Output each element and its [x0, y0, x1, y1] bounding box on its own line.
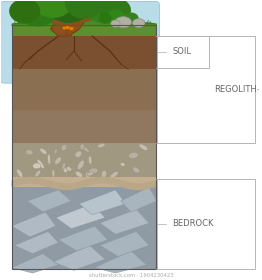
Ellipse shape — [77, 160, 84, 169]
FancyBboxPatch shape — [157, 179, 255, 269]
Ellipse shape — [37, 159, 44, 169]
Polygon shape — [79, 190, 126, 215]
Polygon shape — [77, 14, 105, 22]
Text: BEDROCK: BEDROCK — [172, 219, 214, 228]
Bar — [12, 143, 156, 179]
Ellipse shape — [115, 17, 132, 28]
Ellipse shape — [45, 0, 92, 23]
Text: shutterstock.com · 1904230423: shutterstock.com · 1904230423 — [89, 273, 173, 278]
Bar — [12, 109, 156, 143]
Ellipse shape — [123, 13, 139, 25]
Bar — [12, 25, 156, 269]
FancyBboxPatch shape — [157, 36, 209, 68]
Ellipse shape — [65, 0, 104, 19]
Polygon shape — [100, 232, 149, 256]
Bar — [12, 25, 156, 36]
Bar — [12, 179, 156, 269]
Ellipse shape — [54, 149, 57, 154]
Ellipse shape — [97, 143, 105, 148]
Bar — [12, 177, 156, 187]
Ellipse shape — [84, 0, 126, 24]
Text: SOIL: SOIL — [172, 48, 192, 57]
Ellipse shape — [55, 157, 62, 164]
Ellipse shape — [40, 148, 47, 154]
Polygon shape — [121, 187, 157, 212]
Ellipse shape — [35, 170, 41, 177]
Ellipse shape — [63, 26, 67, 30]
Ellipse shape — [85, 172, 90, 178]
Polygon shape — [27, 190, 71, 212]
Ellipse shape — [111, 20, 120, 27]
Ellipse shape — [61, 145, 67, 151]
Polygon shape — [95, 251, 146, 273]
Ellipse shape — [100, 0, 131, 23]
FancyBboxPatch shape — [0, 1, 160, 83]
Ellipse shape — [83, 147, 89, 152]
Ellipse shape — [101, 170, 107, 178]
Ellipse shape — [47, 154, 51, 165]
Polygon shape — [58, 226, 108, 251]
Ellipse shape — [66, 167, 72, 171]
Ellipse shape — [139, 144, 148, 150]
Ellipse shape — [99, 13, 112, 24]
Polygon shape — [51, 7, 87, 36]
Ellipse shape — [33, 163, 41, 169]
Polygon shape — [100, 209, 149, 234]
Polygon shape — [12, 254, 58, 273]
Bar — [12, 69, 156, 109]
Ellipse shape — [17, 169, 23, 178]
Ellipse shape — [26, 150, 33, 155]
Ellipse shape — [52, 169, 55, 177]
Ellipse shape — [133, 18, 145, 27]
Ellipse shape — [133, 167, 140, 173]
FancyBboxPatch shape — [157, 36, 255, 143]
Ellipse shape — [120, 162, 125, 166]
Ellipse shape — [89, 168, 98, 174]
Polygon shape — [32, 15, 58, 24]
Polygon shape — [56, 204, 105, 229]
Polygon shape — [53, 245, 105, 270]
Ellipse shape — [62, 163, 65, 170]
Polygon shape — [14, 232, 58, 254]
Ellipse shape — [110, 171, 118, 178]
Ellipse shape — [129, 153, 138, 158]
Ellipse shape — [16, 0, 60, 26]
Ellipse shape — [89, 156, 92, 164]
Ellipse shape — [65, 26, 70, 29]
Ellipse shape — [80, 144, 85, 150]
Ellipse shape — [75, 171, 83, 177]
Ellipse shape — [106, 10, 125, 25]
Ellipse shape — [87, 172, 94, 176]
Ellipse shape — [69, 27, 74, 30]
Ellipse shape — [63, 167, 68, 173]
Polygon shape — [12, 212, 56, 237]
Ellipse shape — [9, 0, 40, 24]
Text: REGOLITH: REGOLITH — [214, 85, 257, 94]
Bar — [12, 36, 156, 69]
Ellipse shape — [34, 0, 73, 18]
Ellipse shape — [75, 151, 82, 157]
